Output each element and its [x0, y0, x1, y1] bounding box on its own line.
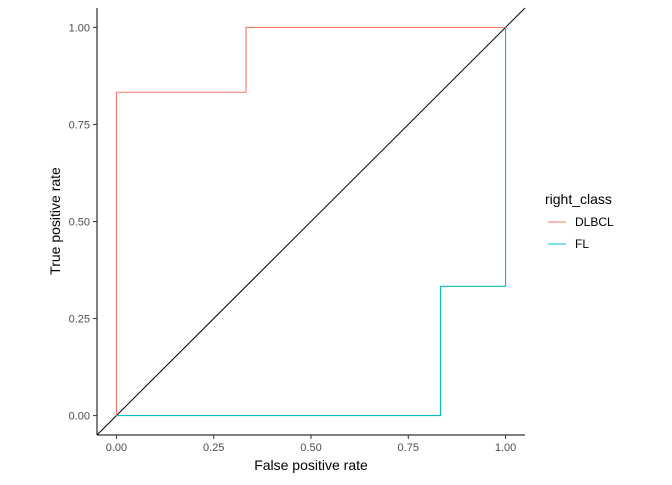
legend-item-dlbcl: DLBCL [548, 215, 614, 229]
legend-item-fl: FL [548, 237, 589, 251]
series-line-fl [116, 27, 507, 417]
reference-layer [96, 7, 526, 436]
x-tick-label: 1.00 [495, 442, 516, 454]
legend-label-dlbcl: DLBCL [575, 215, 614, 229]
x-tick-label: 0.25 [203, 442, 224, 454]
reference-diagonal-line [96, 7, 526, 436]
x-tick-label: 0.50 [300, 442, 321, 454]
y-tick-label: 1.00 [69, 22, 90, 34]
y-tick-label: 0.75 [69, 119, 90, 131]
legend-label-fl: FL [575, 237, 589, 251]
ticks-layer: 0.00 0.25 0.50 0.75 1.00 0.00 0.25 0.50 0.75 1.00 [69, 22, 517, 454]
y-tick-label: 0.25 [69, 314, 90, 326]
y-tick-label: 0.50 [69, 217, 90, 229]
x-tick-label: 0.75 [398, 442, 419, 454]
series-layer [115, 26, 507, 417]
legend-title: right_class [545, 191, 612, 207]
y-axis-title: True positive rate [47, 167, 63, 275]
series-line-dlbcl [115, 26, 506, 416]
y-tick-label: 0.00 [69, 411, 90, 423]
x-axis-title: False positive rate [254, 457, 368, 473]
x-tick-label: 0.00 [106, 442, 127, 454]
legend-items: DLBCL FL [548, 215, 614, 251]
legend: right_class DLBCL FL [545, 191, 614, 251]
